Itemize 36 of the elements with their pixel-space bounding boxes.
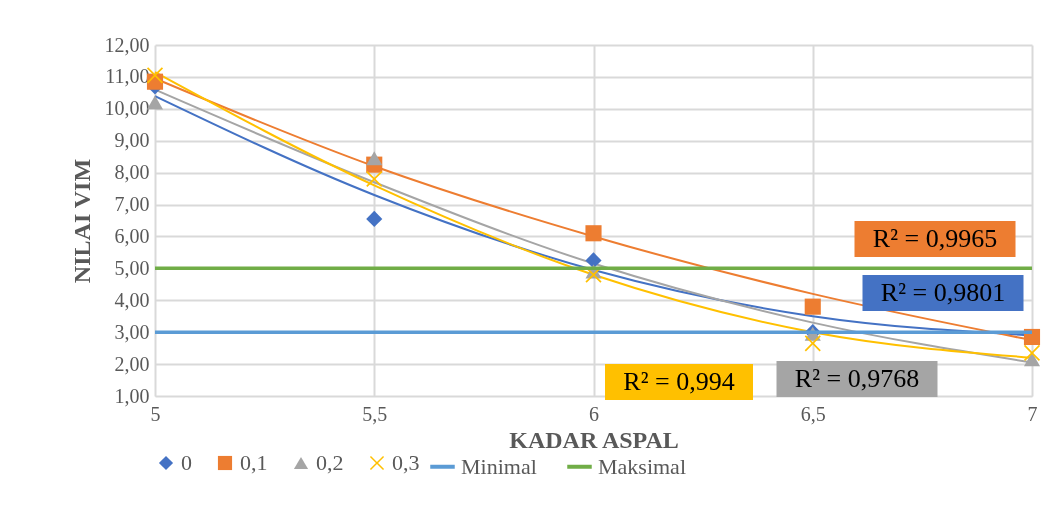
x-tick-label: 6,5 <box>800 402 826 425</box>
legend-label: 0 <box>181 450 192 475</box>
point <box>585 225 602 242</box>
legend-label: Minimal <box>461 453 537 479</box>
y-tick-label: 7,00 <box>114 193 150 216</box>
point <box>366 210 383 227</box>
x-tick-label: 7 <box>1027 402 1038 425</box>
y-tick-label: 5,00 <box>114 256 150 279</box>
point <box>366 151 383 166</box>
x-tick-label: 5,5 <box>362 402 388 425</box>
x-axis-title: KADAR ASPAL <box>509 426 679 453</box>
y-tick-label: 10,00 <box>104 97 150 120</box>
y-tick-label: 4,00 <box>114 288 150 311</box>
point <box>804 335 821 352</box>
legend-label: 0,2 <box>316 450 344 475</box>
point <box>585 252 602 269</box>
y-axis-title: NILAI VIM <box>68 158 95 284</box>
y-tick-label: 12,00 <box>104 33 150 56</box>
point <box>1023 344 1041 361</box>
y-tick-label: 8,00 <box>114 161 150 184</box>
legend-label: 0,1 <box>240 450 268 475</box>
point <box>1023 352 1041 367</box>
y-tick-label: 2,00 <box>114 352 150 375</box>
annotation: R² = 0,994 <box>623 367 735 396</box>
x-tick-label: 6 <box>589 402 599 425</box>
legend-label: Maksimal <box>598 453 686 479</box>
annotation: R² = 0,9801 <box>880 278 1006 307</box>
y-tick-label: 9,00 <box>114 129 150 152</box>
annotation: R² = 0,9768 <box>794 364 920 393</box>
y-tick-label: 6,00 <box>114 224 150 247</box>
y-tick-label: 1,00 <box>114 384 150 407</box>
x-tick-label: 5 <box>150 402 161 425</box>
legend-label: 0,3 <box>392 450 420 475</box>
point <box>804 298 821 315</box>
y-tick-label: 3,00 <box>114 320 150 343</box>
annotation: R² = 0,9965 <box>872 224 998 253</box>
